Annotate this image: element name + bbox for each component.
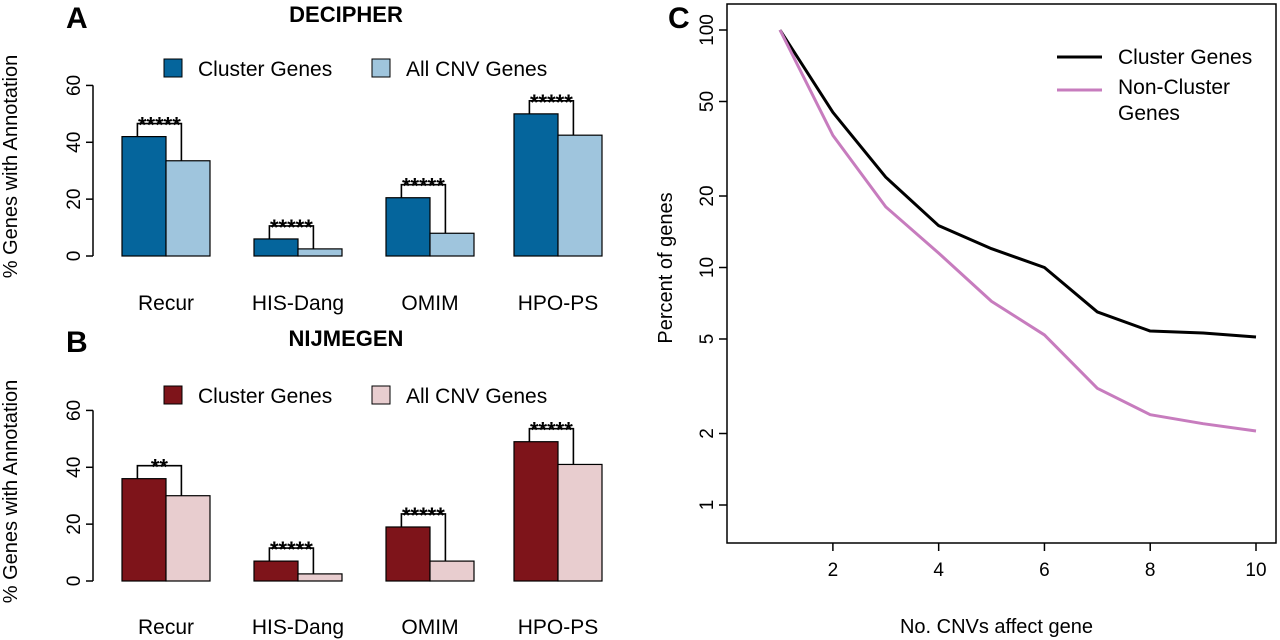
legend-label: Cluster Genes: [198, 385, 332, 408]
y-axis-label: Percent of genes: [655, 192, 677, 343]
panel-c: C 2 4 6 8 10 No. CNVs affect gene 1 2 5 10 20 50 100…: [655, 2, 1277, 638]
y-axis-label: % Genes with Annotation: [0, 380, 22, 603]
legend-swatch: [163, 385, 183, 405]
y-tick-label: 40: [64, 457, 85, 478]
legend-label: All CNV Genes: [406, 385, 547, 408]
category-label: OMIM: [401, 616, 458, 639]
bar: [385, 197, 431, 257]
y-tick-label: 40: [64, 132, 85, 153]
series-line-non-cluster-genes: [778, 29, 1257, 433]
significance-bracket: [136, 122, 183, 161]
bar: [429, 232, 475, 257]
x-tick-label: 10: [1245, 560, 1266, 581]
plot-frame: [726, 3, 1277, 544]
legend-label: Cluster Genes: [1118, 46, 1252, 69]
y-tick-label: 100: [697, 14, 718, 46]
x-tick-label: 2: [828, 560, 839, 581]
bar: [121, 136, 167, 257]
bar: [557, 134, 603, 257]
y-tick-label: 1: [697, 500, 718, 511]
y-tick-label: 5: [697, 334, 718, 345]
y-tick-label: 60: [64, 75, 85, 96]
legend-label: Non-Cluster Genes: [1118, 76, 1230, 125]
legend-label-line: Genes: [1118, 102, 1180, 125]
category-label: HIS-Dang: [252, 292, 344, 315]
category-label: Recur: [138, 616, 194, 639]
category-label: HPO-PS: [518, 292, 599, 315]
bar: [557, 463, 603, 582]
significance-bracket: [528, 427, 575, 465]
panel-a: A DECIPHER 0 20 40 60 % Genes with Annotatio…: [0, 2, 603, 315]
bar: [297, 573, 343, 582]
significance-stars: **: [151, 455, 169, 480]
x-tick-label: 4: [933, 560, 944, 581]
legend-label-line: Non-Cluster: [1118, 76, 1230, 99]
category-label: HPO-PS: [518, 616, 599, 639]
panel-b-title: NIJMEGEN: [289, 326, 404, 351]
significance-stars: *****: [138, 113, 181, 138]
bar: [513, 113, 559, 257]
x-tick-label: 8: [1145, 560, 1156, 581]
bar: [385, 526, 431, 582]
panel-a-title: DECIPHER: [289, 2, 403, 27]
y-tick-label: 0: [64, 251, 85, 262]
y-tick-label: 10: [697, 257, 718, 278]
panel-a-letter: A: [66, 2, 88, 35]
bar: [165, 495, 211, 582]
bar: [165, 160, 211, 257]
significance-bracket: [400, 183, 447, 234]
bar: [121, 478, 167, 582]
x-tick-label: 6: [1039, 560, 1050, 581]
y-tick-label: 0: [64, 576, 85, 587]
series-line-cluster-genes: [778, 29, 1257, 339]
significance-stars: *****: [402, 503, 445, 528]
panel-c-letter: C: [668, 2, 690, 35]
significance-bracket: [528, 100, 575, 136]
significance-stars: *****: [402, 174, 445, 199]
significance-stars: *****: [270, 537, 313, 562]
legend-swatch: [163, 58, 183, 78]
significance-bracket: [268, 225, 315, 249]
y-tick-label: 20: [64, 189, 85, 210]
bar: [429, 560, 475, 582]
y-tick-label: 60: [64, 400, 85, 421]
y-tick-label: 50: [697, 91, 718, 112]
legend-swatch: [371, 385, 391, 405]
significance-bracket: [268, 547, 315, 574]
category-label: Recur: [138, 292, 194, 315]
category-label: HIS-Dang: [252, 616, 344, 639]
legend-swatch: [371, 58, 391, 78]
significance-bracket: [136, 464, 183, 496]
x-axis-label: No. CNVs affect gene: [900, 616, 1093, 638]
legend-label: All CNV Genes: [406, 58, 547, 81]
panel-b: B NIJMEGEN 0 20 40 60 % Genes with Annotatio…: [0, 326, 603, 639]
significance-stars: *****: [270, 215, 313, 240]
significance-stars: *****: [530, 418, 573, 443]
y-axis-label: % Genes with Annotation: [0, 55, 22, 278]
bar: [253, 238, 299, 257]
significance-bracket: [400, 513, 447, 562]
panel-b-letter: B: [66, 326, 88, 359]
y-tick-label: 20: [697, 185, 718, 206]
bar: [513, 441, 559, 582]
significance-stars: *****: [530, 90, 573, 115]
category-label: OMIM: [401, 292, 458, 315]
bar: [253, 560, 299, 582]
y-tick-label: 2: [697, 428, 718, 439]
y-tick-label: 20: [64, 514, 85, 535]
legend-label: Cluster Genes: [198, 58, 332, 81]
bar: [297, 248, 343, 257]
